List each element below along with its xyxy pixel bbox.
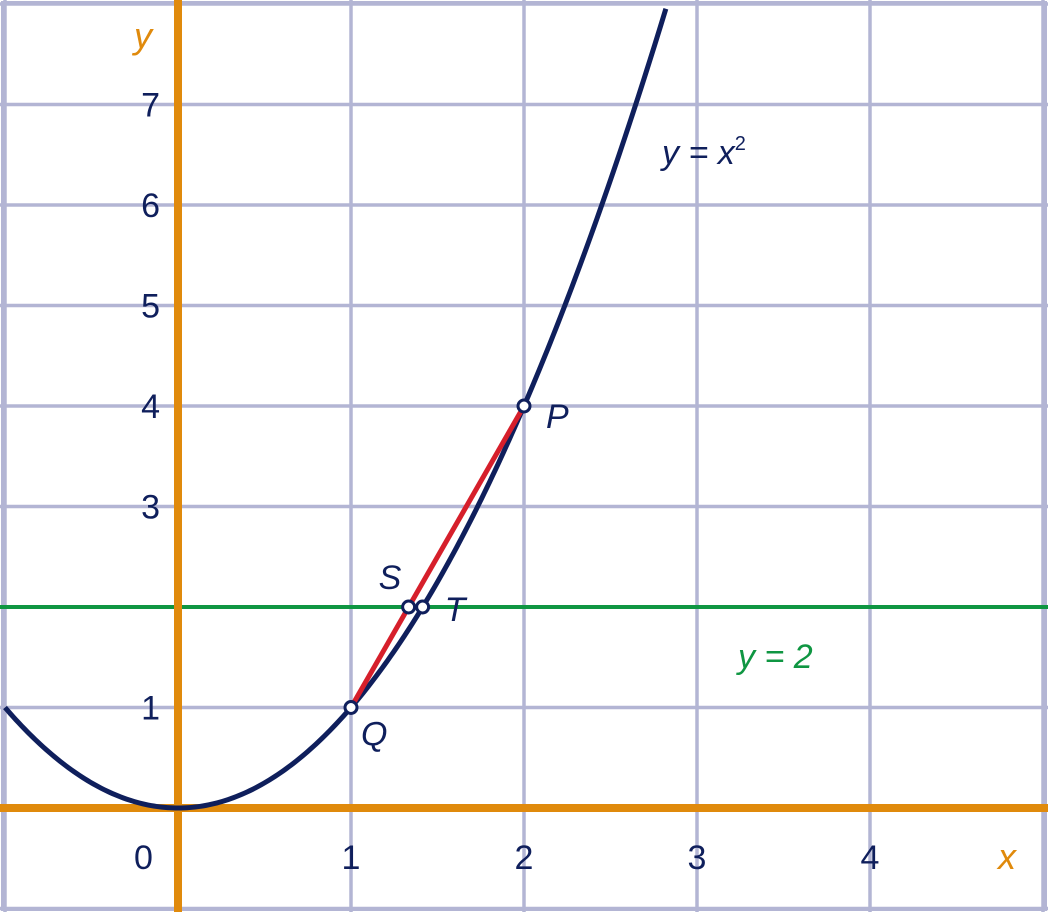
- point-s: [401, 599, 417, 615]
- x-tick-label-4: 4: [861, 839, 880, 877]
- y-tick-label-5: 5: [141, 288, 160, 326]
- y-tick-label-4: 4: [141, 388, 160, 426]
- curve-label: y = x2: [660, 133, 746, 172]
- y-tick-label-1: 1: [141, 690, 160, 728]
- x-tick-label-2: 2: [515, 839, 534, 877]
- segment-q-p: [348, 404, 527, 709]
- y-tick-label-7: 7: [141, 87, 160, 125]
- points: [343, 398, 532, 715]
- point-q: [343, 700, 359, 715]
- point-label-s: S: [379, 559, 402, 597]
- x-tick-label-1: 1: [342, 839, 361, 877]
- x-tick-label-3: 3: [688, 839, 707, 877]
- curve-label-base: y = x: [660, 134, 736, 172]
- curve-y-x-squared: [3, 8, 669, 811]
- y-tick-label-3: 3: [141, 489, 160, 527]
- y-tick-label-6: 6: [141, 187, 160, 225]
- point-label-t: T: [445, 591, 468, 629]
- y-axis-label: y: [131, 15, 154, 56]
- point-p: [516, 398, 532, 414]
- curve-label-exp: 2: [735, 133, 746, 155]
- x-axis-label: x: [996, 836, 1018, 877]
- point-t: [415, 599, 431, 615]
- labels: 1 2 3 4 1 3 4 5 6 7 P Q S T: [141, 87, 879, 878]
- hline-label: y = 2: [736, 638, 813, 676]
- origin-label: 0: [134, 839, 153, 877]
- point-label-q: Q: [361, 716, 387, 754]
- point-label-p: P: [546, 398, 569, 436]
